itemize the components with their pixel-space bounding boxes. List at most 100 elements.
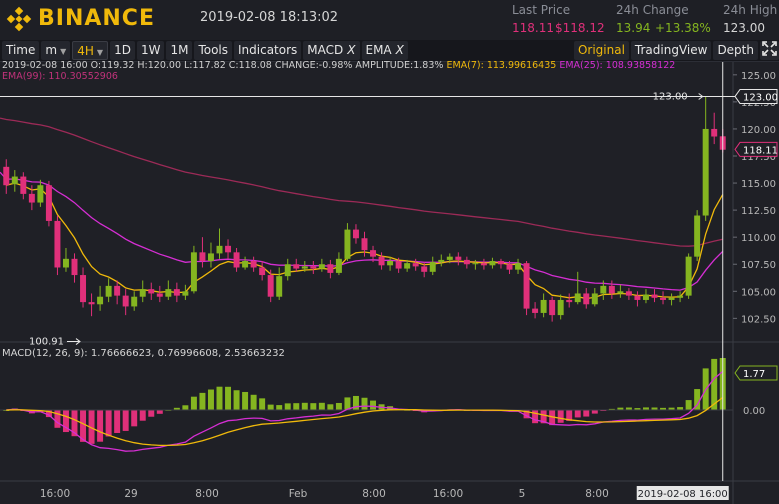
candle: [318, 258, 325, 272]
macd-bar: [88, 410, 95, 444]
candle: [71, 253, 78, 283]
x-tick-label: 8:00: [195, 488, 219, 500]
price-tag-high-text: 123.00: [743, 92, 778, 103]
candle: [97, 285, 104, 311]
candle: [600, 280, 607, 300]
candle: [540, 293, 547, 318]
interval-4h-dropdown[interactable]: 4H ▼: [72, 41, 109, 60]
macd-bar: [566, 410, 573, 421]
candle: [250, 256, 257, 272]
candle-body: [54, 220, 61, 268]
time-button[interactable]: Time: [2, 41, 40, 60]
macd-bar: [660, 407, 667, 410]
candle-body: [583, 293, 590, 305]
fullscreen-button[interactable]: [760, 41, 779, 60]
high-value: 123.00: [723, 21, 765, 35]
ema25-value: EMA(25): 108.93858122: [559, 60, 676, 71]
tradingview-button[interactable]: TradingView: [630, 41, 712, 60]
candle: [276, 267, 283, 300]
candle-body: [540, 299, 547, 313]
interval-1d-button[interactable]: 1D: [110, 41, 135, 60]
candle: [233, 248, 240, 272]
depth-button[interactable]: Depth: [713, 41, 758, 60]
remove-macd-icon[interactable]: X: [347, 43, 356, 57]
macd-bar: [344, 397, 351, 410]
candle: [404, 259, 411, 272]
candle: [455, 252, 462, 266]
macd-bar: [668, 407, 675, 410]
macd-bar: [711, 358, 718, 410]
candle-body: [233, 252, 240, 268]
candle: [549, 296, 556, 322]
candlestick-series: [3, 96, 726, 322]
low-marker-arrow: [67, 338, 81, 345]
candle: [114, 280, 121, 305]
candle: [54, 215, 61, 276]
caret-down-icon: ▼: [96, 48, 104, 57]
candle-body: [617, 291, 624, 294]
low-marker-label: 100.91: [29, 337, 64, 348]
candle-body: [216, 245, 223, 254]
ema99-value: EMA(99): 110.30552906: [2, 71, 118, 82]
chart-axes: 125.00122.50120.00117.50115.00112.50110.…: [40, 71, 776, 500]
candle: [472, 259, 479, 270]
tools-button[interactable]: Tools: [194, 41, 232, 60]
candle-body: [352, 229, 359, 239]
candle: [591, 288, 598, 307]
binance-logo[interactable]: BINANCE: [6, 6, 155, 32]
candle-body: [480, 263, 487, 266]
candle: [105, 278, 112, 303]
ohlc-info: 2019-02-08 16:00 O:119.32 H:120.00 L:117…: [2, 60, 675, 71]
macd-bar: [310, 403, 317, 410]
candle: [310, 260, 317, 274]
x-tick-label: 16:00: [40, 488, 70, 500]
candle-body: [574, 293, 581, 303]
candle: [139, 280, 146, 303]
candle-body: [711, 128, 718, 137]
time-crosshair-label: 2019-02-08 16:00: [638, 489, 728, 500]
minutes-dropdown[interactable]: m ▼: [41, 41, 71, 60]
candle-body: [489, 260, 496, 266]
candle: [694, 210, 701, 261]
candle-body: [506, 264, 513, 270]
ema-indicator-tag[interactable]: EMA X: [361, 41, 408, 60]
macd-bar: [105, 410, 112, 437]
change-abs: 13.94: [616, 21, 651, 35]
macd-bar: [284, 403, 291, 410]
ema7-value: EMA(7): 113.99616435: [446, 60, 557, 71]
candle-body: [608, 285, 615, 294]
macd-bar: [608, 408, 615, 410]
macd-bar: [80, 410, 87, 442]
candle: [335, 252, 342, 276]
macd-bar: [625, 407, 632, 410]
candle-body: [199, 252, 206, 261]
x-tick-label: 8:00: [585, 488, 609, 500]
candle: [207, 242, 214, 268]
candle-body: [694, 215, 701, 257]
macd-indicator-tag[interactable]: MACD X: [303, 41, 360, 60]
candle: [361, 231, 368, 257]
original-view-button[interactable]: Original: [573, 41, 629, 60]
candle: [156, 285, 163, 303]
interval-1w-button[interactable]: 1W: [136, 41, 165, 60]
candle-body: [532, 308, 539, 313]
price-chart[interactable]: 125.00122.50120.00117.50115.00112.50110.…: [0, 62, 779, 504]
indicators-button[interactable]: Indicators: [234, 41, 302, 60]
candle: [242, 256, 249, 270]
candle-body: [387, 260, 394, 266]
macd-bar: [557, 410, 564, 423]
candle-body: [497, 260, 504, 265]
candle: [88, 293, 95, 317]
last-price-value: 118.11: [512, 21, 554, 35]
candle: [378, 252, 385, 270]
candle-body: [250, 260, 257, 268]
price-tag-last-box: [734, 141, 778, 157]
remove-ema-icon[interactable]: X: [395, 43, 404, 57]
macd-bar: [71, 410, 78, 437]
interval-1m-button[interactable]: 1M: [166, 41, 193, 60]
ohlc-text: 2019-02-08 16:00 O:119.32 H:120.00 L:117…: [2, 60, 444, 71]
candle-body: [344, 229, 351, 259]
candle-body: [634, 295, 641, 300]
candle-body: [549, 299, 556, 316]
ema99-line: [0, 117, 723, 247]
